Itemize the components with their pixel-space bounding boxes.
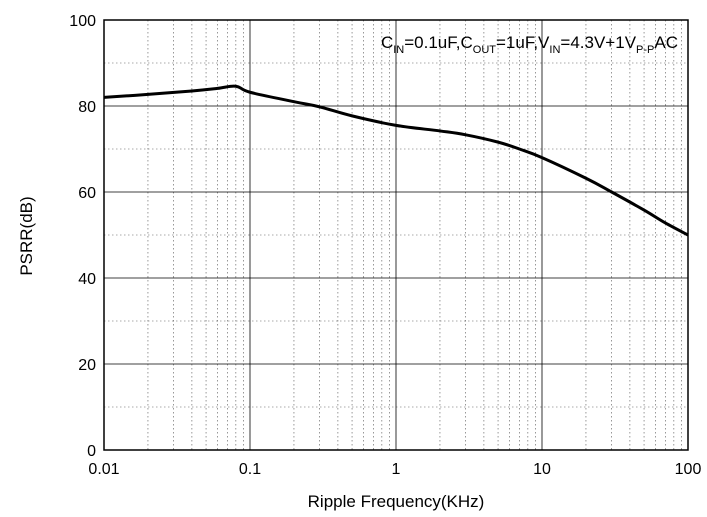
condition-annotation: CIN=0.1uF,COUT=1uF,VIN=4.3V+1VP-PAC bbox=[381, 33, 678, 56]
y-tick-label: 80 bbox=[78, 99, 96, 116]
y-tick-label: 20 bbox=[78, 357, 96, 374]
tick-labels: 0.01 0.1 1 10 100 0 20 40 60 80 100 bbox=[69, 13, 701, 478]
annotation-subscript: IN bbox=[393, 44, 404, 56]
x-tick-label: 1 bbox=[392, 461, 401, 478]
x-tick-label: 10 bbox=[533, 461, 551, 478]
annotation-text: C bbox=[381, 33, 393, 52]
x-tick-label: 100 bbox=[675, 461, 702, 478]
series-layer bbox=[103, 84, 689, 237]
psrr-series-line bbox=[103, 84, 689, 237]
y-tick-label: 40 bbox=[78, 271, 96, 288]
annotation-text: =0.1uF,C bbox=[404, 33, 473, 52]
y-tick-label: 60 bbox=[78, 185, 96, 202]
annotation-text: =4.3V+1V bbox=[560, 33, 636, 52]
annotation-subscript: P-P bbox=[636, 44, 654, 56]
y-axis-label: PSRR(dB) bbox=[17, 196, 36, 275]
y-tick-label: 100 bbox=[69, 13, 96, 30]
y-tick-label: 0 bbox=[87, 443, 96, 460]
x-tick-label: 0.1 bbox=[239, 461, 261, 478]
x-axis-label: Ripple Frequency(KHz) bbox=[308, 492, 485, 511]
annotation-subscript: IN bbox=[549, 44, 560, 56]
major-grid bbox=[104, 20, 688, 450]
x-tick-label: 0.01 bbox=[88, 461, 119, 478]
annotation-text: AC bbox=[654, 33, 678, 52]
annotation-subscript: OUT bbox=[473, 44, 497, 56]
annotation-text: =1uF,V bbox=[496, 33, 550, 52]
